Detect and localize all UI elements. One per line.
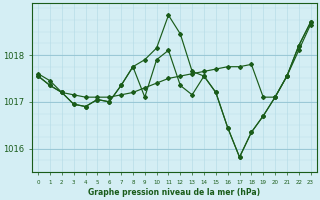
X-axis label: Graphe pression niveau de la mer (hPa): Graphe pression niveau de la mer (hPa) [88,188,260,197]
